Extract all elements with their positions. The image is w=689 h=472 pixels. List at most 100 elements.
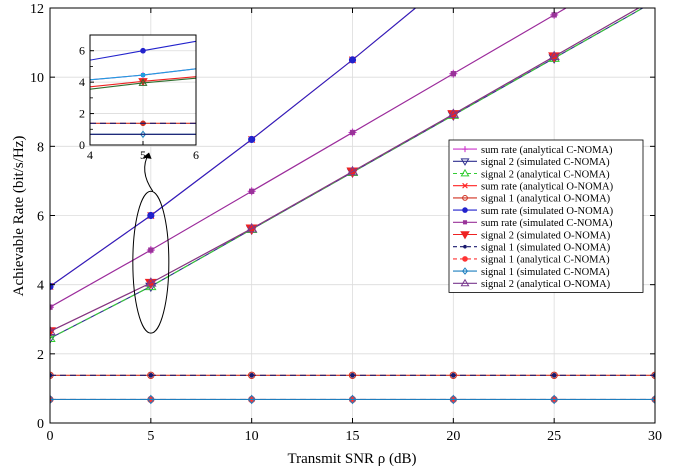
x-axis-label: Transmit SNR ρ (dB): [287, 451, 416, 467]
inset-y-tick-label: 2: [79, 107, 85, 121]
series-point: [146, 394, 155, 405]
legend-label: sum rate (simulated O-NOMA): [481, 206, 614, 217]
y-tick-label: 10: [30, 71, 44, 86]
series-point: [147, 211, 155, 220]
x-tick-label: 0: [47, 429, 54, 444]
legend-label: signal 1 (simulated O-NOMA): [481, 243, 611, 254]
series-point: [348, 394, 357, 405]
series-9: [50, 372, 655, 378]
series-11: [50, 394, 655, 405]
series-point: [138, 78, 148, 86]
y-tick-label: 2: [37, 348, 44, 363]
series-point: [551, 372, 557, 378]
series-point: [548, 50, 560, 61]
legend-item: signal 1 (simulated O-NOMA): [453, 243, 611, 254]
series-point: [447, 108, 460, 118]
inset-series-5: [90, 77, 196, 90]
inset-series-1: [90, 40, 196, 61]
series-point: [249, 372, 255, 378]
legend-label: signal 2 (analytical O-NOMA): [481, 279, 611, 290]
inset-y-tick-label: 4: [79, 75, 85, 89]
legend-item: sum rate (analytical C-NOMA): [453, 145, 613, 156]
series-point: [249, 188, 255, 194]
series-point: [550, 394, 559, 405]
axis-ticks: [49, 7, 656, 424]
inset-x-tick-label: 4: [87, 148, 93, 162]
x-tick-label: 20: [446, 429, 460, 444]
series-point: [245, 222, 258, 233]
y-axis-label: Achievable Rate (bit/s/Hz): [11, 136, 27, 297]
series-point: [462, 182, 468, 189]
series-point: [460, 231, 470, 240]
series-point: [460, 278, 470, 287]
series-point: [50, 325, 56, 336]
y-tick-label: 0: [37, 417, 44, 432]
series-12: [50, 8, 640, 336]
inset-series-3: [90, 68, 196, 81]
series-point: [50, 303, 54, 312]
series-6: [50, 8, 417, 290]
series-point: [145, 277, 157, 287]
series-point: [460, 158, 470, 166]
x-tick-labels: 0 5 10 15 20 25 30: [47, 429, 663, 444]
series-point: [148, 372, 154, 378]
series-point: [139, 130, 147, 139]
inset-y-tick-label: 0: [79, 138, 85, 152]
series-point: [50, 394, 54, 405]
series-point: [348, 56, 357, 64]
legend-label: signal 1 (analytical O-NOMA): [481, 194, 611, 205]
y-tick-label: 12: [30, 2, 44, 17]
inset-line: [90, 77, 196, 90]
legend-label: signal 2 (simulated O-NOMA): [481, 230, 611, 241]
legend-label: sum rate (analytical O-NOMA): [481, 182, 614, 193]
series-layer: [50, 8, 655, 405]
series-point: [462, 207, 468, 213]
series-point: [248, 135, 256, 144]
series-point: [148, 247, 154, 253]
series-line: [50, 8, 640, 332]
legend-item: sum rate (simulated O-NOMA): [453, 206, 614, 217]
y-tick-label: 4: [37, 279, 44, 294]
series-point: [247, 394, 256, 405]
series-point: [462, 220, 468, 225]
y-tick-label: 6: [37, 210, 44, 225]
annotation: [132, 152, 170, 334]
series-point: [463, 244, 467, 249]
annotation-ellipse: [132, 190, 170, 334]
legend-item: signal 2 (simulated O-NOMA): [453, 230, 611, 241]
series-point: [462, 146, 468, 153]
legend-item: sum rate (analytical O-NOMA): [453, 182, 614, 193]
series-point: [449, 394, 458, 405]
legend-label: signal 2 (simulated C-NOMA): [481, 157, 610, 168]
inset-zoom-plot: 4 5 6 0 2 4 6: [79, 34, 199, 162]
legend-box: [448, 139, 644, 293]
legend: sum rate (analytical C-NOMA)signal 2 (si…: [448, 139, 644, 293]
legend-item: signal 1 (analytical O-NOMA): [453, 194, 611, 205]
x-tick-label: 5: [147, 429, 154, 444]
series-point: [50, 334, 56, 345]
series-7: [50, 8, 568, 310]
series-point: [50, 332, 56, 342]
inset-y-tick-label: 6: [79, 44, 85, 58]
legend-item: signal 2 (simulated C-NOMA): [453, 157, 610, 168]
series-point: [450, 372, 456, 378]
legend-item: signal 1 (analytical C-NOMA): [453, 255, 610, 266]
series-point: [651, 394, 655, 405]
legend-item: signal 1 (simulated C-NOMA): [453, 267, 610, 278]
series-point: [350, 372, 355, 378]
x-tick-label: 25: [547, 429, 561, 444]
x-tick-label: 10: [245, 429, 259, 444]
annotation-arrowhead: [142, 152, 152, 159]
legend-item: signal 2 (analytical C-NOMA): [453, 168, 610, 180]
legend-label: signal 2 (analytical C-NOMA): [481, 169, 610, 180]
y-tick-label: 8: [37, 140, 44, 155]
x-tick-label: 30: [648, 429, 662, 444]
inset-x-tick-label: 6: [193, 148, 199, 162]
legend-label: signal 1 (analytical C-NOMA): [481, 255, 610, 266]
legend-item: signal 2 (analytical O-NOMA): [453, 278, 611, 290]
inset-lines: [90, 40, 196, 139]
legend-label: sum rate (simulated C-NOMA): [481, 218, 613, 229]
legend-item: sum rate (simulated C-NOMA): [453, 218, 613, 229]
x-tick-label: 15: [346, 429, 360, 444]
